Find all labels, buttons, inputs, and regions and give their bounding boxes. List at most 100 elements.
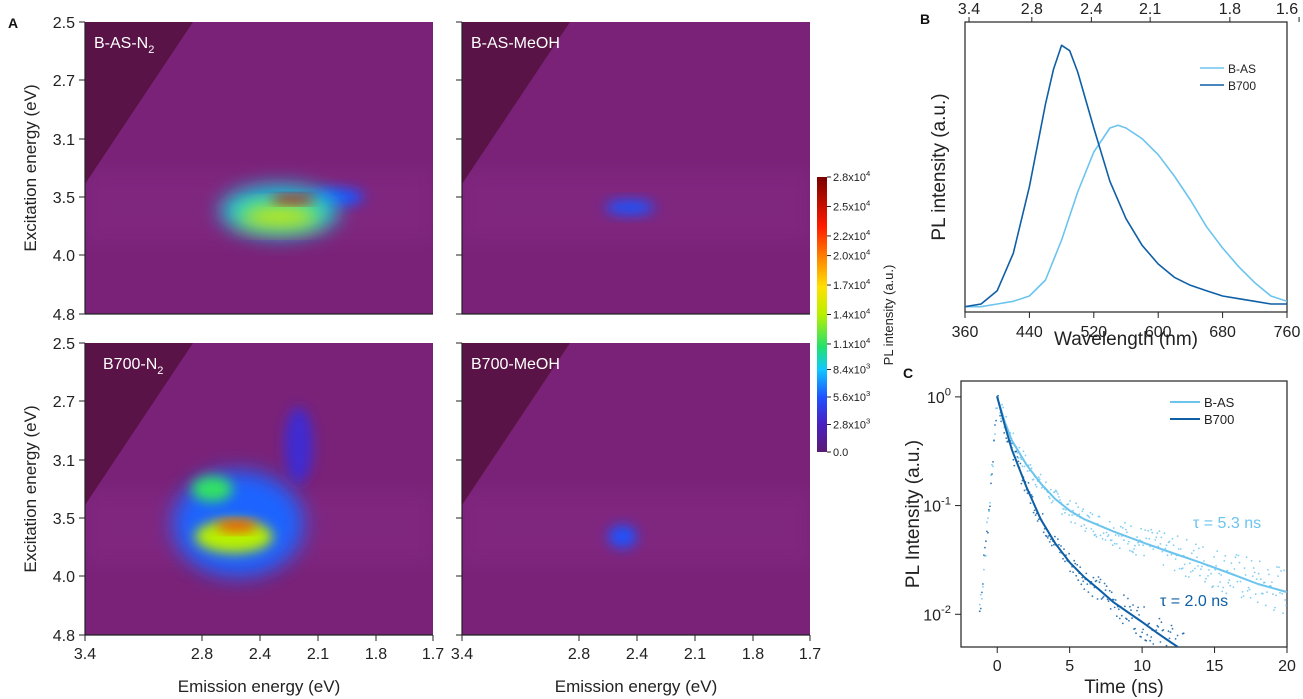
colorbar-tick-label: 2.2x104 — [833, 228, 871, 243]
panel-b-x-tick-label: 600 — [1145, 324, 1172, 341]
map-x-tick-label: 2.8 — [568, 646, 590, 663]
panel-c-y-tick-label: 10-1 — [923, 495, 951, 515]
heatmap-b-as-n2 — [85, 22, 433, 314]
panel-b-top-tick-label: 3.4 — [958, 1, 980, 18]
panel-c-legend-label: B-AS — [1204, 395, 1235, 410]
scatter-cutoff-region — [462, 22, 570, 184]
map-y-tick-label: 2.7 — [53, 73, 75, 90]
colorbar-ticks: 2.8x104 2.5x104 2.2x104 2.0x104 1.7x104 1.4x1… — [827, 169, 871, 459]
map-y-tick-label: 2.5 — [53, 336, 75, 353]
heatmap-ylabel-bottom: Excitation energy (eV) — [21, 405, 40, 572]
heatmap-xlabel-left: Emission energy (eV) — [178, 677, 341, 696]
intensity-region — [284, 407, 313, 484]
panel-b-x-tick-label: 520 — [1080, 324, 1107, 341]
intensity-region — [270, 195, 316, 204]
panel-b-series-line-b700 — [965, 44, 1287, 308]
panel-b-top-tick-label: 1.6 — [1276, 1, 1298, 18]
colorbar-tick-label: 1.7x104 — [833, 277, 871, 292]
intensity-region — [238, 205, 321, 229]
heatmap-ylabel-top: Excitation energy (eV) — [21, 84, 40, 251]
map-x-tick-label: 1.7 — [799, 646, 821, 663]
panel-c-legend-label: B700 — [1204, 412, 1234, 427]
panel-c-xlabel: Time (ns) — [1084, 677, 1164, 698]
map-label-b700-meoh: B700-MeOH — [471, 356, 560, 373]
map-x-tick-label: 2.1 — [684, 646, 706, 663]
panel-c-y-tick-label: 10-2 — [923, 604, 951, 624]
panel-b-xlabel: Wavelength (nm) — [1054, 329, 1198, 350]
colorbar-tick-label: 2.0x104 — [833, 248, 871, 263]
scatter-cutoff-region — [85, 22, 193, 184]
map-label-b-as-n2: B-AS-N2 — [94, 35, 154, 56]
map-x-tick-label: 2.8 — [191, 646, 213, 663]
intensity-region — [191, 476, 233, 502]
panel-b-top-tick-label: 2.8 — [1021, 1, 1043, 18]
map-x-tick-label: 2.4 — [626, 646, 648, 663]
panel-b-top-tick-label: 1.8 — [1219, 1, 1241, 18]
panel-letter-c: C — [903, 365, 913, 381]
intensity-region — [216, 521, 258, 532]
panel-c-fit-line-b700 — [996, 396, 1180, 647]
intensity-region — [608, 525, 637, 548]
map-x-tick-label: 1.8 — [742, 646, 764, 663]
map-label-b700-n2: B700-N2 — [103, 356, 163, 377]
scatter-cutoff-region — [85, 343, 193, 505]
panel-b-legend-label: B-AS — [1228, 62, 1256, 76]
map-x-tick-label: 3.4 — [74, 646, 96, 663]
panel-b-series-line-b-as — [965, 124, 1287, 308]
heatmap-b700-n2 — [85, 343, 433, 635]
map-y-tick-label: 4.8 — [53, 307, 75, 324]
map-y-tick-label: 2.7 — [53, 394, 75, 411]
map-x-tick-label: 3.4 — [451, 646, 473, 663]
map-y-tick-label: 3.5 — [53, 511, 75, 528]
map-y-tick-label: 4.0 — [53, 248, 75, 265]
panel-c-tau-b700: τ = 2.0 ns — [1160, 593, 1228, 610]
heatmap-xlabel-right: Emission energy (eV) — [555, 677, 718, 696]
colorbar-tick-label: 1.1x104 — [833, 336, 871, 351]
panel-c-x-tick-label: 10 — [1133, 658, 1151, 675]
panel-letter-a: A — [8, 15, 18, 31]
panel-c-x-tick-label: 5 — [1065, 658, 1074, 675]
map-x-tick-label: 1.7 — [422, 646, 444, 663]
map-x-tick-label: 2.4 — [249, 646, 271, 663]
intensity-region — [605, 199, 655, 216]
scatter-cutoff-region — [462, 343, 570, 505]
panel-b-x-tick-label: 680 — [1209, 324, 1236, 341]
heatmap-axes: 2.52.73.13.54.04.82.52.73.13.54.04.83.4 2… — [53, 15, 821, 663]
panel-letter-b: B — [920, 11, 930, 27]
panel-b-x-tick-label: 760 — [1274, 324, 1301, 341]
colorbar-tick-label: 1.4x104 — [833, 307, 871, 322]
colorbar-tick-label: 5.6x103 — [833, 389, 870, 404]
panel-b-x-tick-label: 360 — [952, 324, 979, 341]
colorbar-tick-label: 2.8x104 — [833, 169, 871, 184]
colorbar-label: PL intensity (a.u.) — [881, 265, 896, 366]
map-x-tick-label: 1.8 — [365, 646, 387, 663]
colorbar — [817, 177, 827, 452]
map-y-tick-label: 3.1 — [53, 132, 75, 149]
panel-b-legend-label: B700 — [1228, 79, 1256, 93]
panel-c-fit-line-b-as — [996, 396, 1287, 594]
heatmap-b700-meoh — [462, 343, 810, 635]
panel-b-pl-spectra: 360 440 520 600 680 760 3.4 2.8 2.4 2.1 1.8 1.6 B-AS… — [952, 1, 1301, 341]
panel-b-top-tick-label: 2.4 — [1080, 1, 1102, 18]
panel-c-x-tick-label: 20 — [1278, 658, 1296, 675]
panel-c-ylabel: PL Intensity (a.u.) — [903, 440, 924, 588]
map-x-tick-label: 2.1 — [307, 646, 329, 663]
map-y-tick-label: 2.5 — [53, 15, 75, 32]
map-y-tick-label: 4.8 — [53, 628, 75, 645]
panel-c-tau-b-as: τ = 5.3 ns — [1193, 515, 1261, 532]
heatmap-b-as-meoh — [462, 22, 810, 314]
colorbar-tick-label: 2.8x103 — [833, 417, 870, 432]
panel-c-scatter-b-as — [978, 397, 1287, 615]
map-y-tick-label: 3.5 — [53, 190, 75, 207]
panel-c-y-tick-label: 100 — [927, 387, 951, 407]
panel-c-x-tick-label: 0 — [993, 658, 1002, 675]
colorbar-tick-label: 0.0 — [833, 447, 848, 459]
panel-c-x-tick-label: 15 — [1206, 658, 1224, 675]
map-y-tick-label: 4.0 — [53, 569, 75, 586]
map-y-tick-label: 3.1 — [53, 453, 75, 470]
panel-b-ylabel: PL intensity (a.u.) — [929, 93, 950, 240]
colorbar-tick-label: 2.5x104 — [833, 199, 871, 214]
colorbar-tick-label: 8.4x103 — [833, 362, 870, 377]
panel-b-x-tick-label: 440 — [1016, 324, 1043, 341]
